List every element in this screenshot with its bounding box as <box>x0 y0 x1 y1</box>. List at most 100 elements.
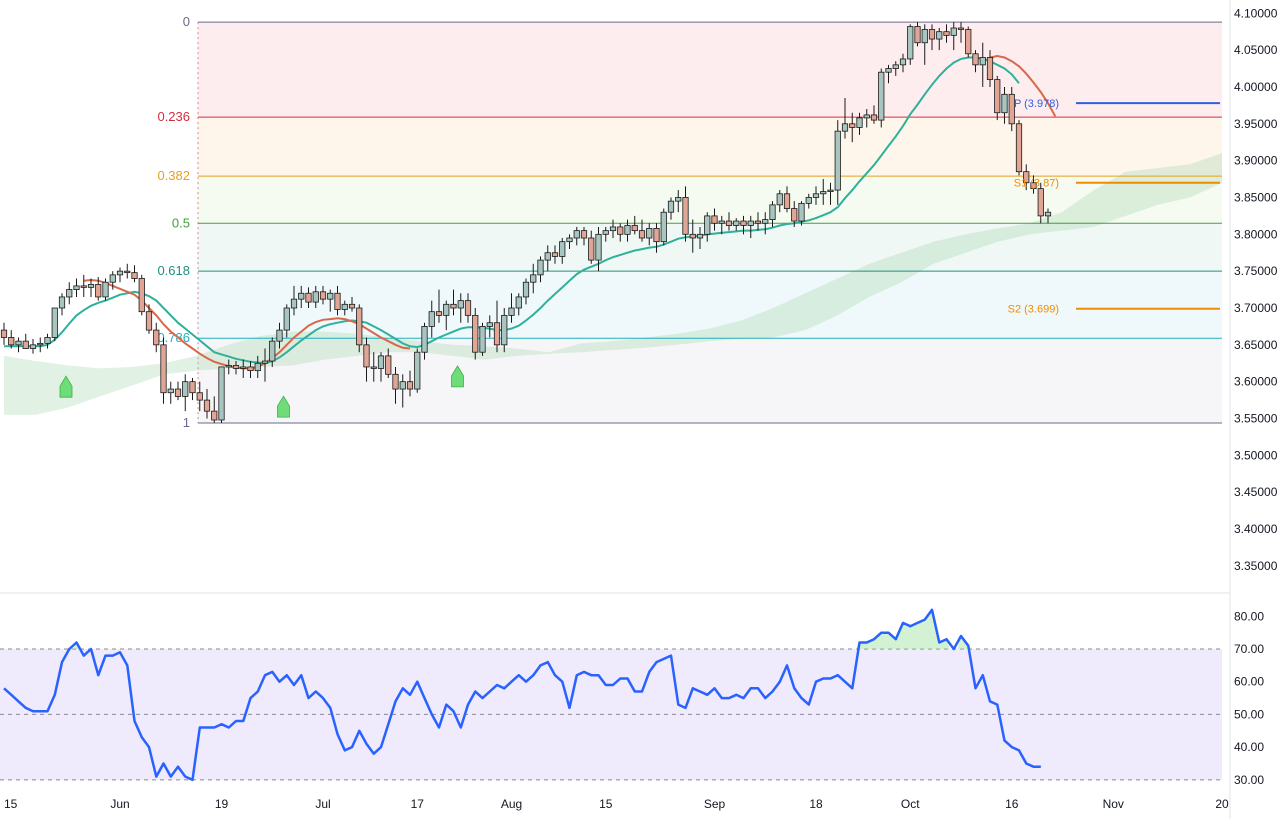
candle <box>276 322 283 349</box>
date-tick-label: Nov <box>1103 797 1124 811</box>
candle <box>1015 120 1023 176</box>
candle <box>667 197 675 220</box>
candle <box>203 389 211 419</box>
candle <box>182 374 189 412</box>
candle-body-down <box>928 29 936 40</box>
candle <box>595 226 602 272</box>
candle <box>805 193 812 209</box>
fib-zone <box>198 271 1222 339</box>
candle <box>51 307 58 342</box>
candle-body-up <box>269 340 276 362</box>
candle-body-up <box>58 296 66 309</box>
candle-body-up <box>892 64 899 69</box>
candle-body-up <box>116 270 124 276</box>
candle <box>283 304 290 338</box>
candle-body-up <box>29 344 37 349</box>
candle-body-up <box>667 200 675 213</box>
candle-body-up <box>15 340 22 346</box>
rsi-tick-label: 60.00 <box>1234 675 1264 689</box>
candle-body-up <box>950 27 957 36</box>
candle-body-up <box>515 296 522 309</box>
candle <box>138 274 145 316</box>
candle-body-up <box>747 220 754 226</box>
candle-body-up <box>218 366 225 421</box>
candle <box>167 381 174 404</box>
candle <box>544 245 551 272</box>
candle <box>348 296 356 312</box>
candle <box>261 348 269 382</box>
candle-body-down <box>435 311 443 316</box>
candle <box>914 22 921 47</box>
candle-body-up <box>428 311 435 327</box>
candle <box>479 322 486 356</box>
candle-body-up <box>885 68 892 73</box>
candle <box>95 277 102 301</box>
candle-body-up <box>225 365 232 368</box>
candle <box>464 293 472 323</box>
date-tick-label: Oct <box>901 797 920 811</box>
rsi-tick-label: 80.00 <box>1234 609 1264 623</box>
candle <box>899 53 907 73</box>
candle <box>812 186 820 205</box>
candle <box>733 218 740 231</box>
candle <box>189 378 196 401</box>
candle <box>936 28 943 51</box>
candle <box>73 278 80 297</box>
candle-body-down <box>385 355 392 375</box>
candle <box>769 201 776 227</box>
candle <box>501 308 508 353</box>
candle-body-down <box>994 79 1001 114</box>
candle <box>240 359 247 378</box>
candle-body-down <box>95 284 102 298</box>
candle-body-down <box>638 230 646 239</box>
candle-body-down <box>145 311 153 331</box>
candle-body-down <box>203 399 211 412</box>
candle <box>435 289 443 323</box>
candle-body-up <box>769 204 776 220</box>
candle <box>1001 86 1008 124</box>
candle-body-down <box>174 388 182 397</box>
candle-body-down <box>138 278 145 313</box>
candle-body-up <box>51 307 58 338</box>
candle-body-up <box>414 351 421 390</box>
candlesticks[interactable] <box>0 22 1052 423</box>
candle <box>174 381 182 401</box>
moving-averages <box>4 54 1057 370</box>
candle <box>957 22 965 43</box>
ema-red-line-late <box>989 54 1057 117</box>
date-tick-label: 18 <box>809 797 823 811</box>
axes: 4.10000 4.05000 4.00000 3.95000 3.90000 3.850… <box>4 6 1278 811</box>
candle-body-up <box>399 381 406 390</box>
candle-body-up <box>530 274 537 283</box>
candle <box>602 226 609 242</box>
price-tick-label: 4.00000 <box>1234 80 1278 94</box>
rsi-overbought-fill <box>72 609 972 649</box>
candle <box>363 337 370 382</box>
candle-body-down <box>348 303 356 309</box>
candle <box>646 223 653 246</box>
pivot-label: P (3.978) <box>1014 98 1059 110</box>
ichimoku-cloud <box>4 153 1222 415</box>
candle-body-up <box>66 289 73 298</box>
rsi-tick-label: 40.00 <box>1234 740 1264 754</box>
date-tick-label: Sep <box>704 797 726 811</box>
candle <box>196 381 203 412</box>
candle <box>979 42 986 87</box>
candle <box>153 322 160 353</box>
candle-body-up <box>863 114 870 119</box>
candle <box>225 359 232 375</box>
candle <box>428 300 435 338</box>
candle-body-down <box>22 340 29 349</box>
candle-body-up <box>979 57 986 66</box>
candle-body-up <box>812 193 820 198</box>
candle <box>8 330 15 349</box>
candle-body-down <box>319 291 327 300</box>
candle <box>443 300 450 331</box>
candle <box>943 24 950 43</box>
candle-body-up <box>566 237 573 243</box>
candle <box>711 208 718 231</box>
candle <box>254 355 261 378</box>
date-tick-label: 15 <box>4 797 18 811</box>
pivot-label: S1 (3.87) <box>1014 178 1059 190</box>
